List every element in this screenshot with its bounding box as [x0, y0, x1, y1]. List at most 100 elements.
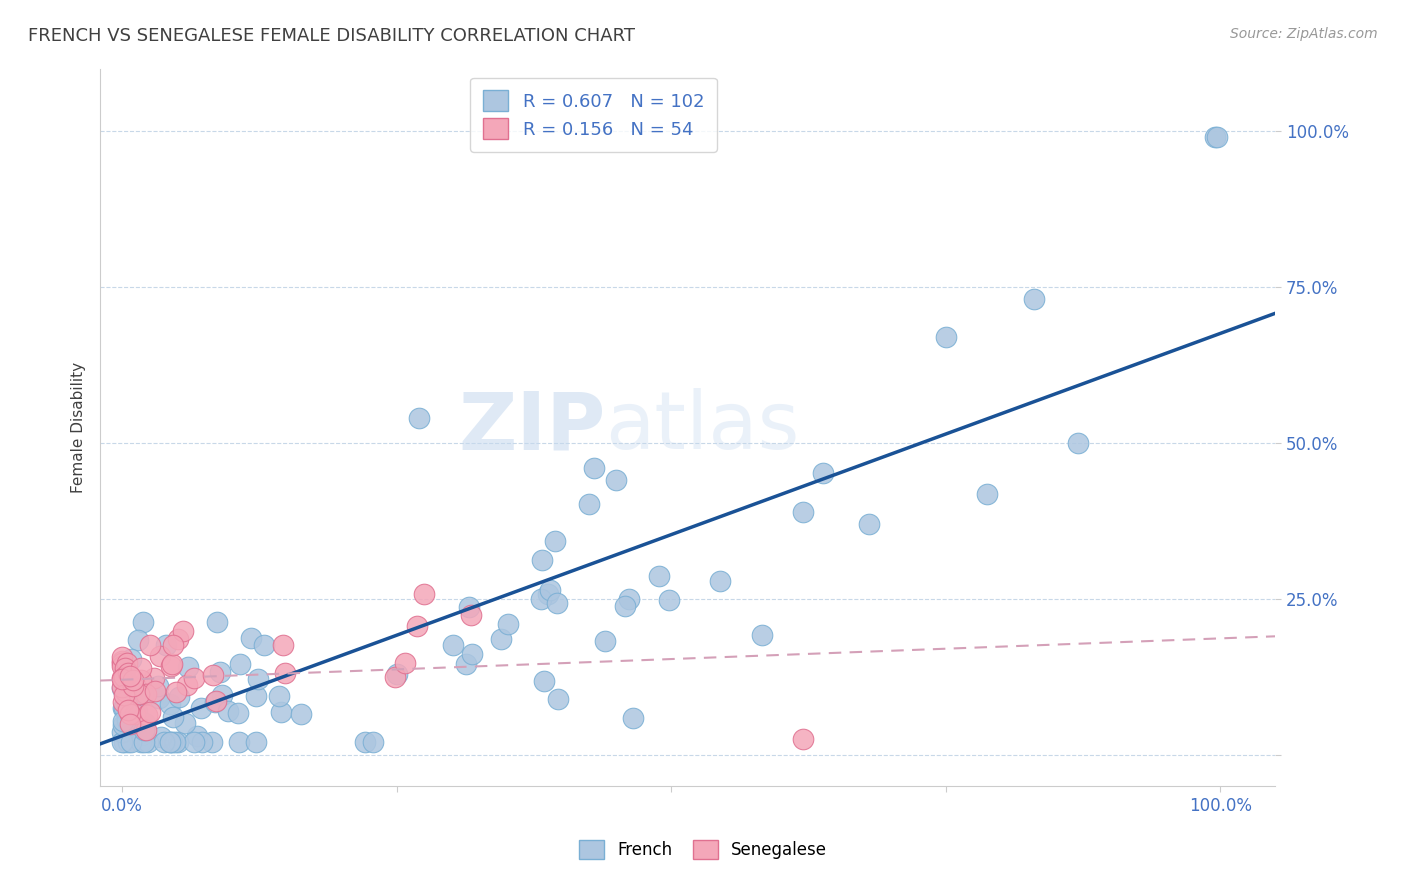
Point — [132, 735, 155, 749]
Point — [489, 632, 512, 646]
Point — [290, 706, 312, 721]
Point — [115, 705, 138, 719]
Point — [139, 638, 162, 652]
Point — [1206, 130, 1229, 145]
Point — [127, 632, 149, 647]
Point — [204, 695, 226, 709]
Point — [131, 728, 153, 742]
Point — [111, 654, 134, 668]
Point — [544, 534, 567, 549]
Point — [267, 689, 290, 703]
Point — [114, 661, 136, 675]
Point — [146, 680, 169, 694]
Point — [162, 710, 184, 724]
Point — [406, 619, 429, 633]
Point — [533, 674, 555, 689]
Point — [166, 632, 188, 646]
Point — [129, 673, 152, 687]
Point — [124, 706, 146, 721]
Point — [583, 461, 606, 475]
Point — [176, 678, 198, 692]
Y-axis label: Female Disability: Female Disability — [72, 362, 86, 493]
Point — [460, 608, 482, 623]
Point — [226, 706, 249, 721]
Point — [811, 466, 834, 480]
Point — [271, 638, 294, 652]
Point — [135, 687, 157, 701]
Point — [115, 698, 138, 713]
Point — [120, 735, 142, 749]
Point — [413, 587, 436, 601]
Point — [253, 639, 276, 653]
Point — [270, 706, 292, 720]
Point — [111, 673, 134, 688]
Point — [361, 735, 384, 749]
Point — [190, 701, 212, 715]
Point — [117, 735, 139, 749]
Point — [148, 691, 170, 706]
Point — [354, 735, 377, 749]
Point — [537, 587, 560, 601]
Point — [228, 735, 250, 749]
Point — [135, 723, 157, 737]
Point — [159, 735, 181, 749]
Point — [128, 687, 150, 701]
Point — [792, 732, 814, 747]
Point — [111, 681, 134, 696]
Point — [120, 707, 142, 722]
Point — [186, 729, 208, 743]
Point — [111, 672, 134, 686]
Point — [183, 671, 205, 685]
Legend: R = 0.607   N = 102, R = 0.156   N = 54: R = 0.607 N = 102, R = 0.156 N = 54 — [471, 78, 717, 152]
Point — [546, 597, 568, 611]
Point — [165, 684, 187, 698]
Point — [190, 735, 212, 749]
Point — [578, 497, 600, 511]
Text: Source: ZipAtlas.com: Source: ZipAtlas.com — [1230, 27, 1378, 41]
Point — [162, 657, 184, 672]
Point — [120, 652, 142, 666]
Point — [128, 721, 150, 735]
Point — [976, 487, 998, 501]
Point — [125, 704, 148, 718]
Point — [441, 638, 464, 652]
Point — [160, 735, 183, 749]
Point — [1204, 130, 1226, 145]
Point — [530, 591, 553, 606]
Point — [456, 657, 478, 671]
Point — [177, 660, 200, 674]
Point — [112, 662, 135, 676]
Point — [112, 700, 135, 714]
Point — [205, 615, 228, 629]
Point — [245, 735, 267, 749]
Point — [159, 735, 181, 749]
Point — [134, 723, 156, 738]
Point — [131, 615, 153, 629]
Point — [143, 684, 166, 698]
Point — [149, 731, 172, 745]
Point — [858, 517, 880, 532]
Point — [114, 684, 136, 698]
Point — [751, 628, 773, 642]
Point — [167, 690, 190, 705]
Point — [205, 693, 228, 707]
Point — [134, 716, 156, 731]
Text: atlas: atlas — [606, 388, 800, 467]
Point — [111, 671, 134, 685]
Point — [172, 624, 194, 639]
Point — [531, 552, 554, 566]
Point — [658, 593, 681, 607]
Point — [132, 686, 155, 700]
Point — [112, 688, 135, 702]
Point — [167, 735, 190, 749]
Point — [149, 648, 172, 663]
Legend: French, Senegalese: French, Senegalese — [572, 833, 834, 866]
Point — [111, 671, 134, 685]
Point — [709, 574, 731, 589]
Point — [239, 631, 262, 645]
Point — [217, 705, 239, 719]
Point — [174, 716, 197, 731]
Point — [228, 657, 250, 671]
Point — [935, 330, 957, 344]
Point — [605, 474, 627, 488]
